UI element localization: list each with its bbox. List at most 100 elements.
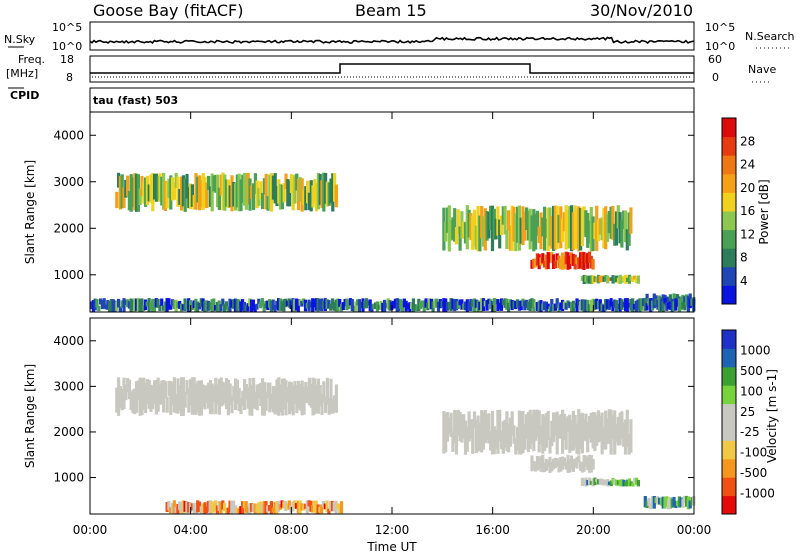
velocity-cell <box>228 500 232 513</box>
power-cell <box>408 302 412 312</box>
power-cell <box>555 253 559 261</box>
power-cell <box>600 217 604 241</box>
power-cell <box>456 209 460 235</box>
velocity-cell <box>178 385 182 411</box>
velocity-cell <box>541 414 545 454</box>
velocity-cell <box>170 503 175 513</box>
power-cell <box>492 208 496 240</box>
power-cell <box>442 298 446 312</box>
power-cell <box>429 298 433 310</box>
power-cell <box>561 299 565 312</box>
power-cell <box>616 277 621 284</box>
velocity-cell <box>550 461 554 472</box>
velocity-cell <box>543 415 547 451</box>
power-cell <box>248 178 252 211</box>
power-cell <box>454 227 459 245</box>
power-cell <box>260 298 264 307</box>
velocity-cell <box>185 380 189 395</box>
power-cell <box>386 298 390 310</box>
velocity-cell <box>250 503 254 512</box>
power-cell <box>460 211 464 239</box>
velocity-cell <box>643 496 647 508</box>
power-ylabel: Slant Range [km] <box>23 160 37 264</box>
power-cell <box>550 299 554 311</box>
power-cell <box>471 299 475 308</box>
power-cell <box>593 299 597 310</box>
velocity-cell <box>629 481 633 486</box>
power-cell <box>126 175 130 197</box>
power-cell <box>305 302 309 309</box>
power-cell <box>584 210 588 238</box>
velocity-cell <box>559 414 563 439</box>
power-cell <box>487 298 491 304</box>
power-cell <box>156 298 160 308</box>
power-cell <box>341 302 345 311</box>
power-cell <box>463 222 468 244</box>
velocity-cell <box>226 507 230 514</box>
power-cell <box>143 299 148 311</box>
power-cell <box>174 299 178 312</box>
velocity-cell <box>541 454 545 473</box>
velocity-cell <box>302 504 306 511</box>
velocity-cell <box>189 379 193 406</box>
velocity-cell <box>598 415 602 442</box>
power-cell <box>591 216 595 252</box>
power-cell <box>297 178 301 211</box>
velocity-cell <box>327 397 331 415</box>
power-cell <box>214 174 218 193</box>
power-cell <box>543 260 547 268</box>
power-cell <box>298 177 302 202</box>
velocity-cell <box>320 504 324 514</box>
power-cell <box>122 298 126 312</box>
velocity-cell <box>589 480 593 485</box>
freq-panel <box>89 55 695 83</box>
power-cell <box>517 205 521 251</box>
velocity-cell <box>221 500 225 510</box>
power-cell <box>449 298 453 311</box>
velocity-cell <box>167 380 171 397</box>
power-cell <box>604 206 608 250</box>
power-cell <box>262 178 266 195</box>
power-cell <box>275 186 279 206</box>
power-cell <box>359 302 363 309</box>
velocity-cell <box>620 411 624 440</box>
power-cell <box>543 206 547 251</box>
velocity-cell <box>611 477 615 484</box>
power-cell <box>207 176 211 190</box>
velocity-cell <box>325 500 329 512</box>
velocity-cell <box>151 385 155 409</box>
power-cell <box>508 299 512 308</box>
power-cell <box>480 206 484 239</box>
velocity-ylabel: Slant Range [km] <box>23 364 37 468</box>
power-cell <box>611 275 615 284</box>
power-cell <box>649 298 653 312</box>
power-cell <box>284 173 288 190</box>
velocity-cell <box>659 497 663 506</box>
power-cell <box>269 300 273 312</box>
power-cell <box>410 302 414 309</box>
velocity-cell <box>463 420 468 455</box>
power-cell <box>194 298 198 312</box>
velocity-cell <box>120 389 124 411</box>
power-cell <box>90 301 94 310</box>
velocity-cell <box>223 382 227 403</box>
velocity-cell <box>210 501 214 514</box>
power-cell <box>160 176 164 206</box>
power-cell <box>548 306 552 312</box>
power-cell <box>589 255 593 269</box>
velocity-cell <box>559 457 563 472</box>
velocity-cell <box>288 381 292 415</box>
power-cell <box>140 298 144 312</box>
power-cell <box>189 183 193 209</box>
power-cell <box>598 218 602 235</box>
power-cell <box>167 178 171 198</box>
power-cell <box>445 301 450 311</box>
velocity-cell <box>135 381 139 413</box>
velocity-cell <box>516 426 520 451</box>
power-cell <box>167 298 171 310</box>
velocity-cell <box>169 507 173 514</box>
power-cell <box>615 275 619 282</box>
power-cell <box>606 275 610 284</box>
velocity-cell <box>167 500 171 511</box>
power-cell <box>136 174 140 212</box>
